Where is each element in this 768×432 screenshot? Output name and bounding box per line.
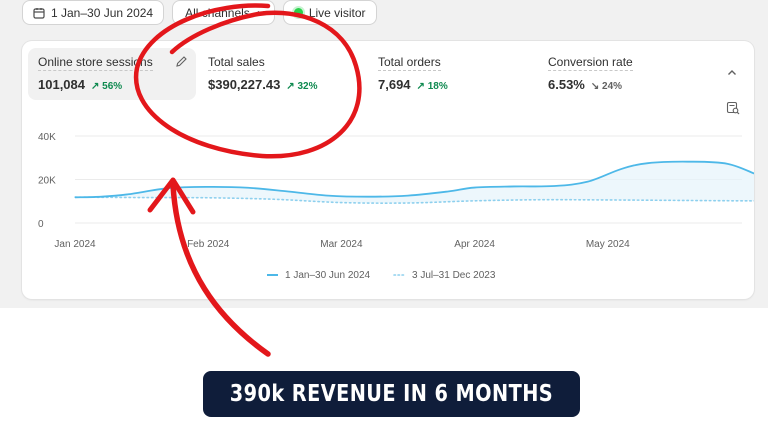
live-visitor-label: Live visitor — [308, 5, 366, 20]
y-tick-label: 20K — [38, 176, 56, 187]
y-tick-label: 40K — [38, 132, 56, 143]
calendar-icon — [33, 7, 45, 19]
chevron-up-icon[interactable] — [726, 67, 738, 79]
metric-change: ↗ 56% — [91, 81, 123, 92]
metric-conversion-rate[interactable]: Conversion rate 6.53% ↘ 24% — [538, 48, 706, 100]
metric-value: 6.53% — [548, 77, 585, 92]
trend-up-icon: ↗ — [91, 81, 100, 92]
trend-down-icon: ↘ — [590, 81, 600, 92]
x-tick-label: Jan 2024 — [54, 239, 96, 250]
chevron-down-icon — [257, 10, 265, 15]
metric-value: 7,694 — [378, 77, 411, 92]
x-tick-label: Apr 2024 — [454, 239, 495, 250]
legend-label-current: 1 Jan–30 Jun 2024 — [285, 270, 371, 281]
date-range-label: 1 Jan–30 Jun 2024 — [51, 5, 154, 20]
metric-value: 101,084 — [38, 77, 85, 92]
metric-label: Total orders — [378, 55, 441, 71]
live-visitor-button[interactable]: Live visitor — [282, 0, 377, 25]
x-tick-label: May 2024 — [586, 239, 630, 250]
legend-label-previous: 3 Jul–31 Dec 2023 — [412, 270, 496, 281]
metric-total-orders[interactable]: Total orders 7,694 ↗ 18% — [368, 48, 536, 100]
chart-settings-icon[interactable] — [726, 101, 740, 115]
metric-label: Online store sessions — [38, 55, 153, 71]
metric-change: ↘ 24% — [590, 81, 623, 92]
y-tick-label: 0 — [38, 219, 44, 230]
sessions-line-chart: 0 20K 40K Jan 2024 Feb 2024 Mar 2024 Apr 2024 M… — [38, 132, 754, 281]
x-tick-label: Mar 2024 — [320, 239, 363, 250]
banner-text: 390k REVENUE IN 6 MONTHS — [229, 381, 554, 407]
x-tick-label: Feb 2024 — [187, 239, 230, 250]
revenue-banner: 390k REVENUE IN 6 MONTHS — [203, 371, 580, 417]
analytics-card: Online store sessions 101,084 ↗ 56% Tota… — [22, 41, 754, 299]
metric-label: Conversion rate — [548, 55, 633, 71]
live-status-dot — [293, 8, 303, 17]
filter-bar: 1 Jan–30 Jun 2024 All channels Live visi… — [22, 0, 377, 25]
trend-up-icon: ↗ — [416, 81, 425, 92]
date-range-button[interactable]: 1 Jan–30 Jun 2024 — [22, 0, 165, 25]
metric-change: ↗ 18% — [416, 81, 448, 92]
channels-dropdown[interactable]: All channels — [172, 0, 275, 25]
channels-label: All channels — [185, 5, 250, 20]
series-area-fill — [75, 161, 754, 204]
